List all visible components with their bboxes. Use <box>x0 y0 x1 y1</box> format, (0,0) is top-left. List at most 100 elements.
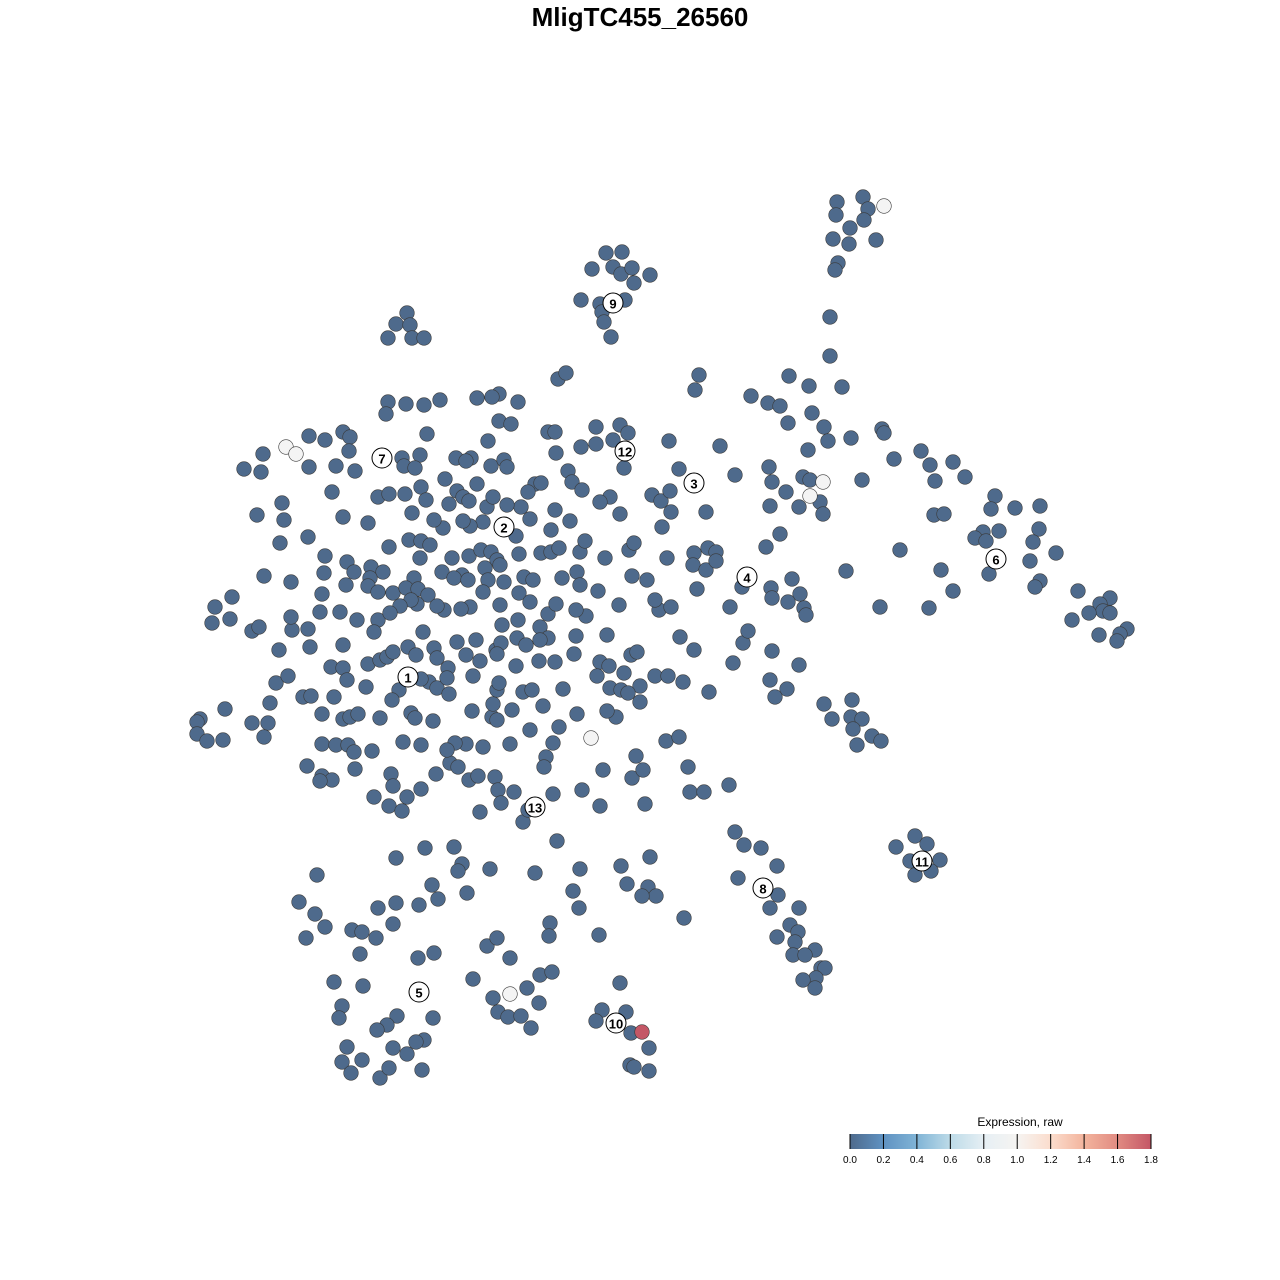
data-point <box>888 839 904 855</box>
data-point <box>301 459 317 475</box>
data-point <box>256 729 272 745</box>
data-point <box>592 494 608 510</box>
data-point <box>945 583 961 599</box>
data-point <box>1022 553 1038 569</box>
data-point <box>300 529 316 545</box>
data-point <box>659 550 675 566</box>
data-point <box>531 995 547 1011</box>
data-point <box>549 833 565 849</box>
data-point <box>772 398 788 414</box>
data-point <box>492 597 508 613</box>
data-point <box>616 665 632 681</box>
data-point <box>432 392 448 408</box>
data-point <box>736 837 752 853</box>
data-point <box>569 564 585 580</box>
data-point <box>520 484 536 500</box>
data-point <box>542 915 558 931</box>
data-point <box>708 553 724 569</box>
data-point <box>469 476 485 492</box>
data-point <box>317 548 333 564</box>
cluster-label-circle <box>985 548 1007 570</box>
points-layer <box>189 189 1135 1086</box>
data-point <box>493 795 509 811</box>
data-point <box>300 621 316 637</box>
data-point <box>589 668 605 684</box>
data-point <box>573 439 589 455</box>
data-point <box>253 464 269 480</box>
data-point <box>360 515 376 531</box>
data-point <box>490 782 506 798</box>
data-point <box>472 653 488 669</box>
data-point <box>283 609 299 625</box>
data-point <box>449 634 465 650</box>
legend-tick-label: 0.0 <box>843 1155 857 1166</box>
data-point <box>671 461 687 477</box>
data-point <box>616 460 632 476</box>
data-point <box>648 888 664 904</box>
data-point <box>740 623 756 639</box>
data-point <box>317 432 333 448</box>
data-point <box>502 736 518 752</box>
data-point <box>459 885 475 901</box>
data-point <box>458 453 474 469</box>
data-point <box>475 739 491 755</box>
data-point <box>784 571 800 587</box>
data-point <box>701 684 717 700</box>
data-point <box>804 405 820 421</box>
data-point <box>347 463 363 479</box>
data-point <box>460 572 476 588</box>
data-point <box>822 348 838 364</box>
data-point <box>450 759 466 775</box>
data-point <box>309 867 325 883</box>
data-point <box>815 506 831 522</box>
data-point <box>335 637 351 653</box>
data-point <box>453 601 469 617</box>
cluster-label-text: 9 <box>609 297 616 312</box>
data-point <box>921 600 937 616</box>
data-point <box>484 389 500 405</box>
legend-tick-label: 0.4 <box>910 1155 924 1166</box>
data-point <box>479 938 495 954</box>
data-point <box>301 428 317 444</box>
data-point <box>598 245 614 261</box>
data-point <box>1109 633 1125 649</box>
data-point <box>482 861 498 877</box>
legend-tick-label: 1.4 <box>1077 1155 1091 1166</box>
data-point <box>416 330 432 346</box>
data-point <box>394 803 410 819</box>
data-point <box>364 743 380 759</box>
data-point <box>779 681 795 697</box>
data-point <box>385 585 401 601</box>
data-point <box>634 1024 650 1040</box>
data-point <box>824 711 840 727</box>
data-point <box>590 583 606 599</box>
data-point <box>378 406 394 422</box>
data-point <box>268 675 284 691</box>
cluster-label-circle <box>614 440 636 462</box>
cluster-label-text: 12 <box>618 445 632 460</box>
data-point <box>1048 545 1064 561</box>
data-point <box>588 1013 604 1029</box>
cluster-label-circle <box>752 877 774 899</box>
data-point <box>991 523 1007 539</box>
data-point <box>663 599 679 615</box>
data-point <box>426 945 442 961</box>
cluster-label-2: 2 <box>493 516 515 538</box>
data-point <box>816 419 832 435</box>
data-point <box>465 668 481 684</box>
data-point <box>411 897 427 913</box>
data-point <box>758 539 774 555</box>
data-point <box>892 542 908 558</box>
data-point <box>408 647 424 663</box>
data-point <box>522 722 538 738</box>
cluster-label-text: 5 <box>415 986 422 1001</box>
data-point <box>978 533 994 549</box>
data-point <box>614 244 630 260</box>
data-point <box>372 1070 388 1086</box>
data-point <box>370 900 386 916</box>
data-point <box>523 1020 539 1036</box>
data-point <box>244 715 260 731</box>
cluster-label-circle <box>408 981 430 1003</box>
data-point <box>611 597 627 613</box>
